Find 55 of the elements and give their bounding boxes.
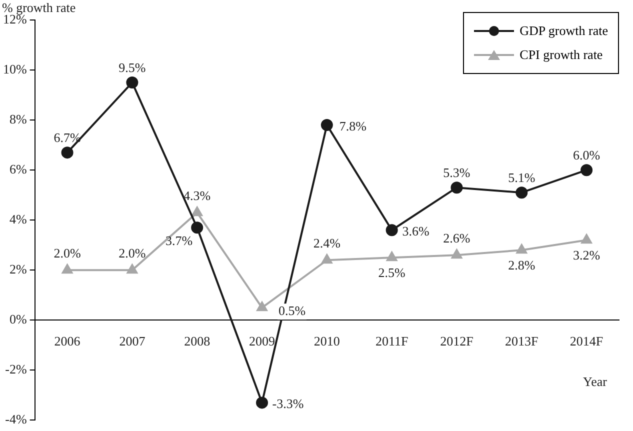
y-tick-label: 4% bbox=[9, 212, 27, 227]
y-tick-label: 0% bbox=[9, 312, 27, 327]
point bbox=[126, 76, 138, 89]
data-label: 2.6% bbox=[443, 230, 470, 246]
x-tick-label: 2014F bbox=[570, 333, 604, 348]
data-label: 7.8% bbox=[339, 118, 367, 134]
data-label: 3.2% bbox=[573, 248, 600, 263]
point bbox=[580, 164, 593, 176]
y-tick-label: 10% bbox=[2, 61, 27, 76]
y-tick-label: 8% bbox=[9, 111, 27, 126]
point bbox=[61, 146, 74, 159]
point bbox=[192, 206, 202, 216]
point bbox=[320, 119, 333, 132]
x-tick-label: 2013F bbox=[505, 333, 538, 348]
data-label: 9.5% bbox=[118, 60, 146, 75]
legend-label: GDP growth rate bbox=[520, 23, 608, 39]
data-label: 6.0% bbox=[573, 147, 600, 162]
data-label: 6.7% bbox=[54, 130, 81, 145]
y-tick-label: 6% bbox=[9, 161, 27, 176]
x-tick-label: 2009 bbox=[249, 333, 276, 348]
y-tick-label: -4% bbox=[5, 412, 27, 427]
point bbox=[516, 244, 527, 254]
x-tick-label: 2006 bbox=[54, 333, 81, 348]
point bbox=[126, 264, 138, 274]
data-label: 2.0% bbox=[118, 246, 146, 261]
data-label: 2.4% bbox=[313, 236, 341, 251]
point bbox=[62, 264, 73, 274]
point bbox=[386, 224, 398, 236]
data-label: 0.5% bbox=[278, 303, 306, 318]
data-label: 3.6% bbox=[402, 224, 430, 239]
point bbox=[516, 186, 528, 199]
x-tick-label: 2008 bbox=[184, 333, 210, 348]
point bbox=[581, 234, 592, 244]
data-label: 5.1% bbox=[508, 170, 536, 186]
point bbox=[256, 302, 268, 312]
point bbox=[386, 252, 398, 262]
x-tick-label: 2012F bbox=[440, 333, 474, 348]
data-label: 3.7% bbox=[166, 233, 193, 248]
point bbox=[322, 254, 332, 264]
y-tick-label: 2% bbox=[9, 262, 27, 277]
point bbox=[450, 182, 463, 194]
data-label: -3.3% bbox=[272, 396, 304, 412]
x-tick-label: 2010 bbox=[314, 333, 340, 348]
data-label: 5.3% bbox=[443, 165, 470, 180]
legend-label: CPI growth rate bbox=[520, 47, 603, 63]
x-tick-label: 2007 bbox=[119, 333, 146, 348]
data-label: 2.5% bbox=[378, 265, 406, 280]
x-tick-label: 2011F bbox=[375, 333, 408, 348]
y-tick-label: -2% bbox=[5, 362, 27, 377]
data-label: 2.8% bbox=[508, 258, 536, 273]
point bbox=[191, 222, 204, 234]
point bbox=[451, 249, 462, 259]
data-label: 4.3% bbox=[184, 188, 211, 204]
x-axis-title: Year bbox=[583, 374, 608, 390]
data-label: 2.0% bbox=[54, 246, 81, 261]
